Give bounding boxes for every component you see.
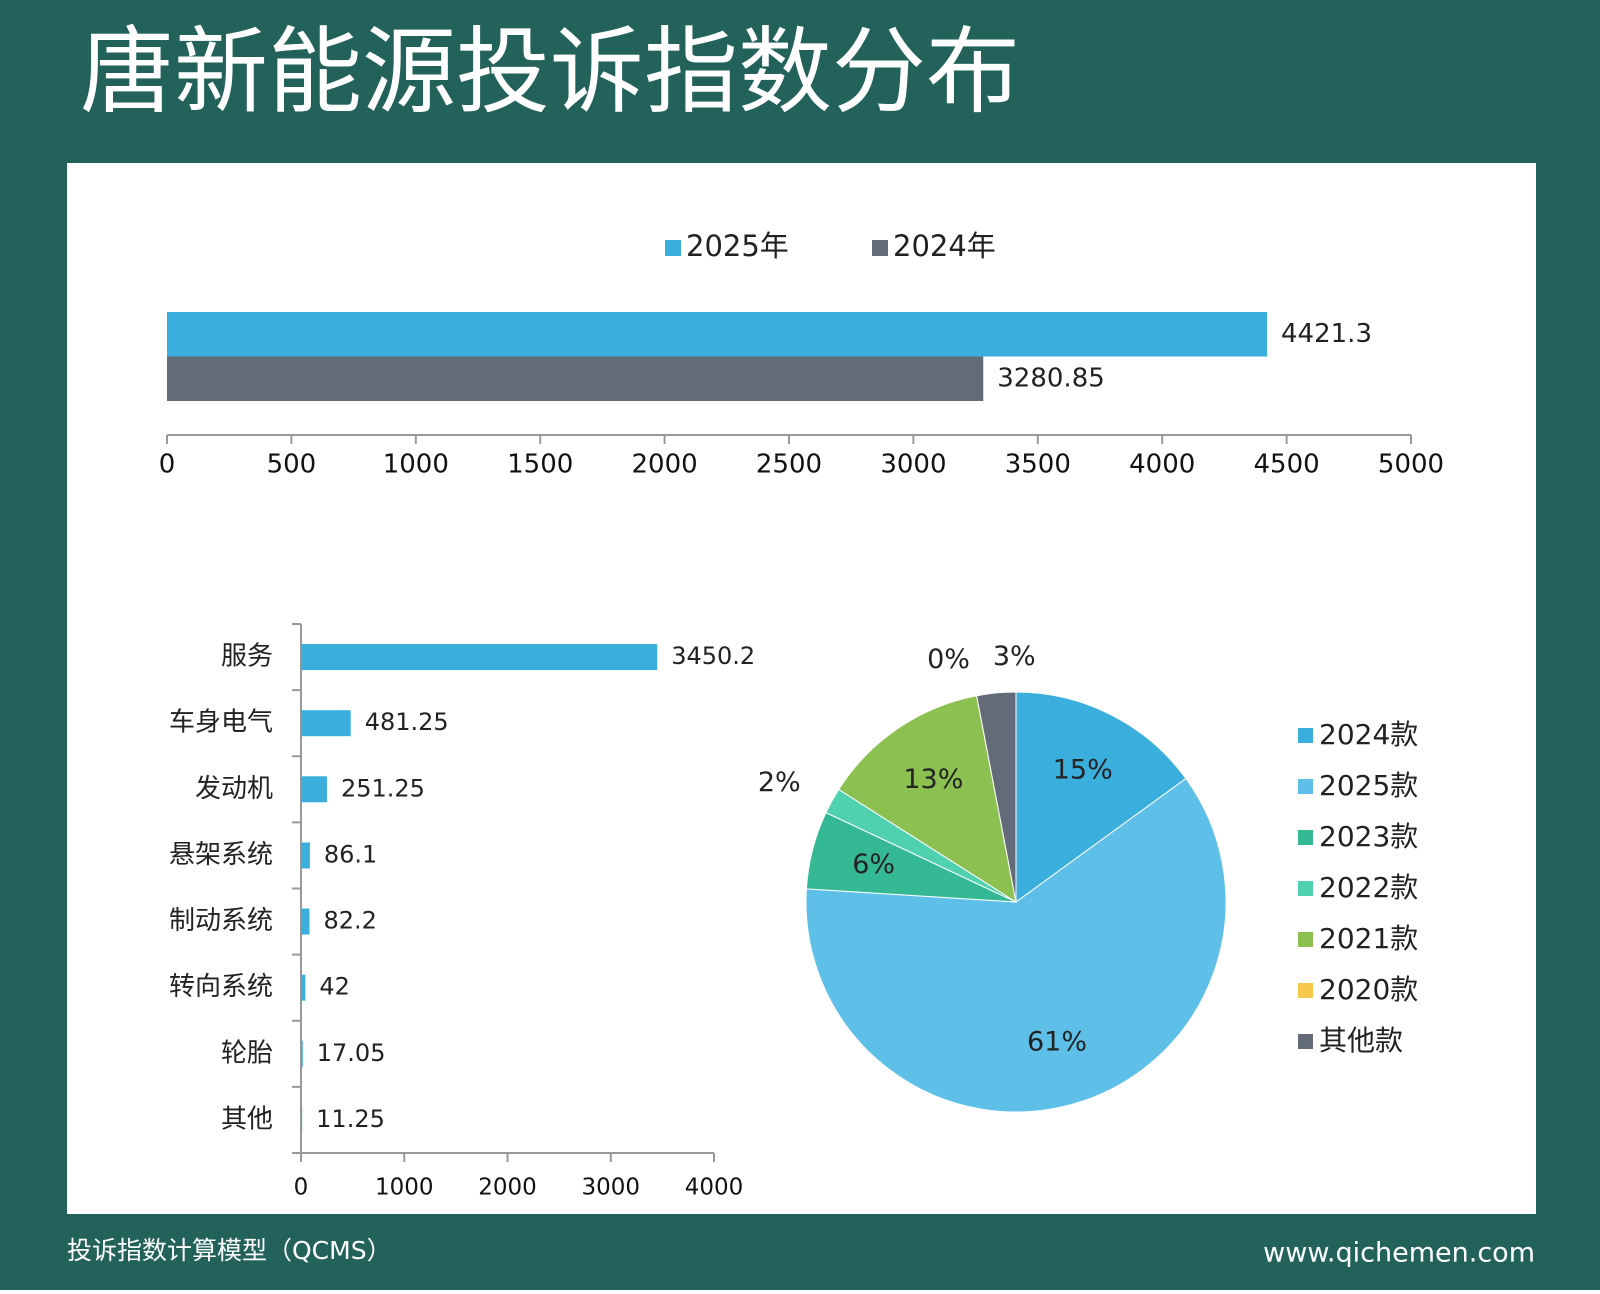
legend-label: 2024款 xyxy=(1319,718,1418,751)
legend-label: 2023款 xyxy=(1319,820,1418,853)
value-label: 86.1 xyxy=(324,840,377,868)
bar xyxy=(167,356,984,401)
category-label: 制动系统 xyxy=(169,906,273,936)
category-label: 转向系统 xyxy=(169,972,273,1002)
category-label: 车身电气 xyxy=(169,708,273,738)
x-tick-label: 2000 xyxy=(632,450,698,480)
bar xyxy=(301,1040,303,1067)
x-tick-label: 2000 xyxy=(478,1175,537,1201)
x-tick-label: 1000 xyxy=(375,1175,434,1201)
data-label: 3% xyxy=(993,641,1036,672)
bar xyxy=(301,842,310,869)
legend-swatch xyxy=(1298,983,1313,998)
legend-swatch xyxy=(1298,728,1313,743)
x-tick-label: 3500 xyxy=(1005,450,1071,480)
bar xyxy=(301,1106,303,1133)
value-label: 481.25 xyxy=(365,708,449,736)
x-tick-label: 0 xyxy=(294,1175,309,1201)
x-tick-label: 1000 xyxy=(383,450,449,480)
value-label: 251.25 xyxy=(341,774,425,802)
legend-label: 2022款 xyxy=(1319,871,1418,904)
category-label: 其他 xyxy=(221,1104,273,1134)
pie-slice xyxy=(805,777,1227,1113)
value-label: 3450.2 xyxy=(671,642,755,670)
value-label: 4421.3 xyxy=(1281,319,1372,349)
legend-label: 2024年 xyxy=(893,229,996,263)
legend-swatch xyxy=(665,240,681,256)
data-label: 13% xyxy=(903,764,963,795)
bar xyxy=(301,974,306,1001)
data-label: 6% xyxy=(852,849,895,880)
value-label: 17.05 xyxy=(317,1039,386,1067)
legend-label: 其他款 xyxy=(1319,1024,1403,1057)
footer-right: www.qichemen.com xyxy=(1263,1238,1535,1269)
legend-swatch xyxy=(1298,779,1313,794)
pie-slice xyxy=(976,691,1017,903)
pie-slice xyxy=(838,695,1017,904)
category-label: 悬架系统 xyxy=(169,840,273,870)
legend-label: 2025年 xyxy=(686,229,789,263)
x-tick-label: 1500 xyxy=(507,450,573,480)
legend-swatch xyxy=(872,240,888,256)
x-tick-label: 3000 xyxy=(581,1175,640,1201)
category-label: 轮胎 xyxy=(221,1038,273,1068)
x-tick-label: 5000 xyxy=(1378,450,1444,480)
page-title: 唐新能源投诉指数分布 xyxy=(80,18,1020,127)
data-label: 61% xyxy=(1027,1027,1087,1058)
data-label: 2% xyxy=(758,767,801,798)
value-label: 42 xyxy=(319,973,350,1001)
bar xyxy=(167,312,1268,357)
footer-left: 投诉指数计算模型（QCMS） xyxy=(67,1236,392,1265)
x-tick-label: 4000 xyxy=(1129,450,1195,480)
category-label: 服务 xyxy=(221,642,273,672)
legend-swatch xyxy=(1298,830,1313,845)
value-label: 11.25 xyxy=(316,1105,385,1133)
legend-swatch xyxy=(1298,881,1313,896)
data-label: 15% xyxy=(1053,755,1113,786)
x-tick-label: 4000 xyxy=(685,1175,744,1201)
bar xyxy=(301,710,351,737)
legend-swatch xyxy=(1298,1034,1313,1049)
legend-swatch xyxy=(1298,932,1313,947)
bar xyxy=(301,908,310,935)
x-tick-label: 2500 xyxy=(756,450,822,480)
value-label: 82.2 xyxy=(323,907,376,935)
legend-label: 2020款 xyxy=(1319,973,1418,1006)
x-tick-label: 3000 xyxy=(880,450,946,480)
pie-slice xyxy=(1015,691,1187,903)
legend-label: 2021款 xyxy=(1319,922,1418,955)
x-tick-label: 0 xyxy=(159,450,176,480)
bar xyxy=(301,776,327,803)
x-tick-label: 500 xyxy=(267,450,317,480)
data-label: 0% xyxy=(927,644,970,675)
category-label: 发动机 xyxy=(195,774,273,804)
bar xyxy=(301,644,658,671)
x-tick-label: 4500 xyxy=(1254,450,1320,480)
legend-label: 2025款 xyxy=(1319,769,1418,802)
value-label: 3280.85 xyxy=(997,363,1105,393)
